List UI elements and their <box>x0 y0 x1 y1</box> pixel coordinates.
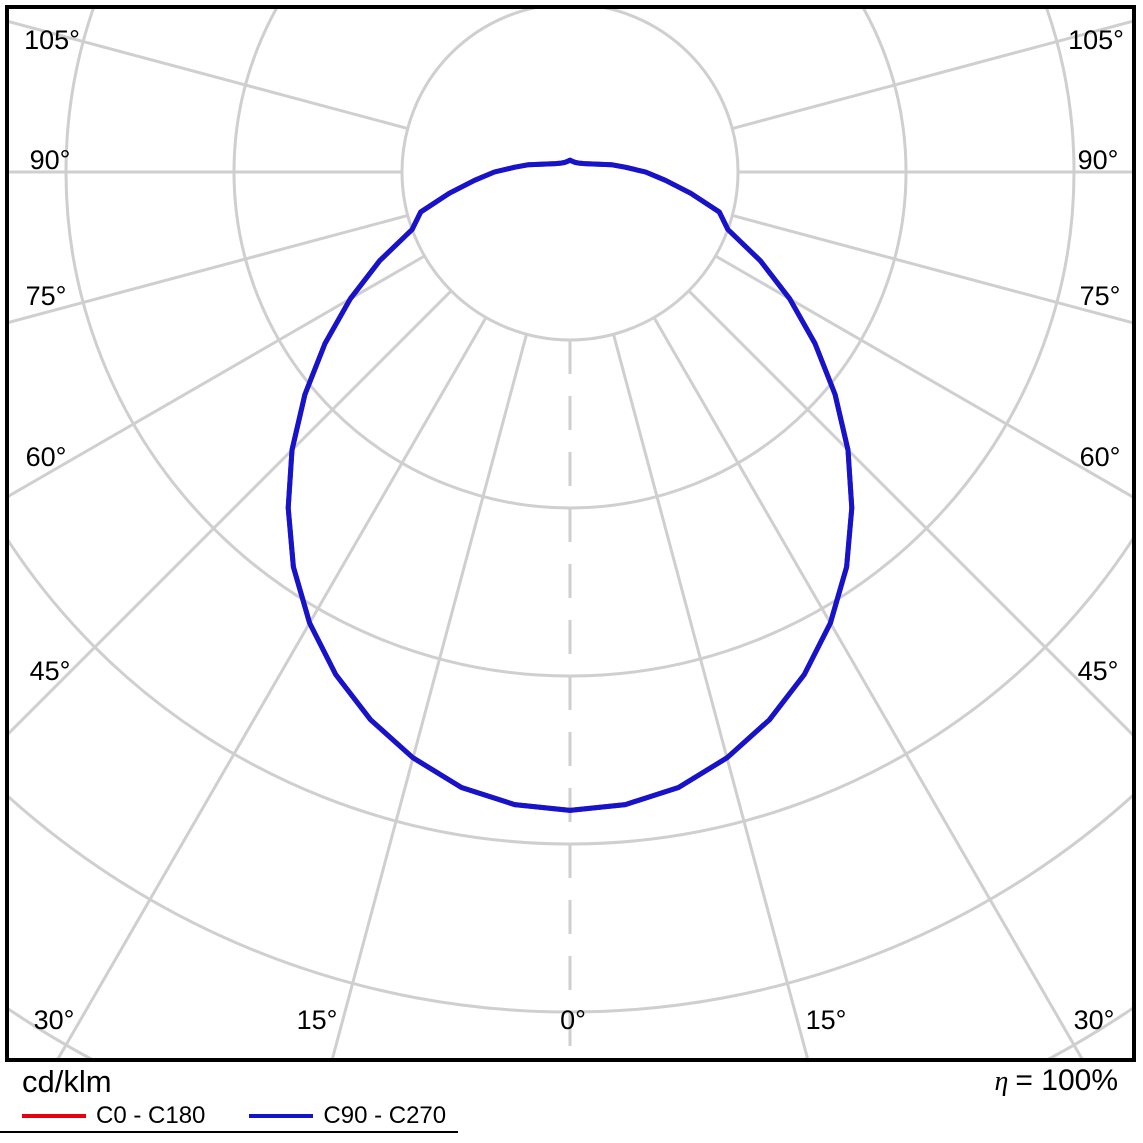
grid-radial-line <box>687 289 1132 737</box>
grid-radial-line <box>9 214 409 324</box>
footer-divider <box>0 1131 458 1133</box>
grid-ring <box>400 9 740 342</box>
legend-label-c90-c270: C90 - C270 <box>323 1102 447 1129</box>
angle-label: 30° <box>1074 1005 1115 1035</box>
grid-radial-line <box>331 333 528 1058</box>
angle-label: 75° <box>1080 281 1121 311</box>
polar-plot-area: 105° 90° 75° 60° 45° 30° 105° 90° 75° 60° 45° 30° 15… <box>5 5 1136 1062</box>
angle-label: 60° <box>26 442 67 472</box>
grid-radial-line <box>9 289 453 736</box>
grid-radial-line <box>9 254 426 498</box>
legend-label-c0-c180: C0 - C180 <box>96 1102 206 1129</box>
legend: C0 - C180 C90 - C270 <box>22 1102 490 1130</box>
angle-label: 90° <box>30 145 71 175</box>
angle-label: 105° <box>24 25 80 55</box>
polar-chart-svg: 105° 90° 75° 60° 45° 30° 105° 90° 75° 60° 45° 30° 15… <box>9 9 1132 1058</box>
legend-item-c0-c180: C0 - C180 <box>22 1102 205 1130</box>
angle-label: 15° <box>806 1005 847 1035</box>
angle-label: 30° <box>34 1005 75 1035</box>
unit-label: cd/klm <box>22 1064 112 1099</box>
grid-radial-line <box>56 316 488 1058</box>
grid-radial-line <box>714 254 1132 499</box>
angle-label: 45° <box>1078 656 1119 686</box>
grid-radial-line <box>612 333 809 1058</box>
efficiency-label: η = 100% <box>995 1064 1118 1098</box>
grid-radial-line <box>731 214 1132 325</box>
grid-radial-line <box>652 316 1084 1058</box>
angle-label: 15° <box>297 1005 338 1035</box>
legend-line-c90-c270 <box>249 1114 314 1118</box>
angle-label: 75° <box>26 281 67 311</box>
grid-ring <box>232 9 908 510</box>
grid-radial-line <box>9 20 409 130</box>
eta-value: = 100% <box>1015 1064 1118 1097</box>
angle-label: 105° <box>1068 25 1124 55</box>
eta-symbol: η <box>994 1066 1009 1097</box>
angle-label: 0° <box>560 1005 586 1035</box>
angle-label: 90° <box>1078 145 1119 175</box>
grid-radial-line <box>731 19 1132 130</box>
angle-label: 60° <box>1080 442 1121 472</box>
legend-item-c90-c270: C90 - C270 <box>249 1102 446 1130</box>
curve-c90-c270 <box>285 157 855 813</box>
angle-label: 45° <box>30 656 71 686</box>
legend-line-c0-c180 <box>22 1114 86 1118</box>
